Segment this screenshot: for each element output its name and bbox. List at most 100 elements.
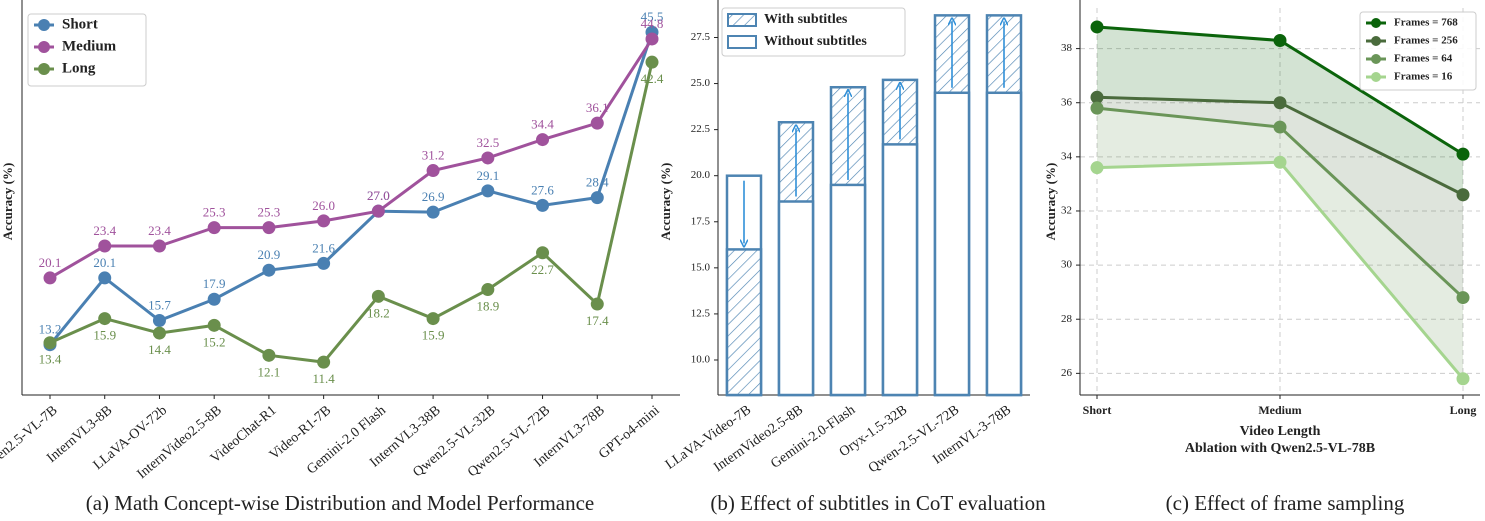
data-label: 15.7 [148,297,171,312]
data-point [98,271,112,285]
data-point [1273,120,1287,134]
data-point [426,312,440,326]
legend-marker [1371,54,1381,64]
legend-label: Short [62,16,98,32]
y-tick-label: 32 [1061,205,1072,217]
x-tick-label: Qwen2.5-VL-7B [0,403,61,476]
legend-label: Without subtitles [764,34,867,49]
y-tick-label: 28 [1061,313,1073,325]
data-label: 17.9 [203,276,226,291]
x-tick-label: Medium [1258,403,1301,417]
data-point [1273,33,1287,47]
x-tick-label: Qwen-2.5-VL-72B [866,403,962,477]
data-point [1273,96,1287,110]
data-label: 31.2 [422,148,445,163]
data-label: 44.8 [641,16,664,31]
data-label: 25.3 [203,205,226,220]
data-label: 29.1 [476,168,499,183]
legend-marker [38,19,50,31]
data-label: 11.4 [312,371,335,386]
data-label: 15.9 [422,328,445,343]
legend-label: Frames = 768 [1394,17,1458,29]
data-point [262,263,276,277]
data-point [98,312,112,326]
x-axis-label: Video Length [1240,424,1321,439]
x-tick-label: Long [1450,403,1477,417]
data-label: 12.1 [258,364,281,379]
data-point [371,204,385,218]
legend-label: With subtitles [764,12,848,27]
bar [933,91,971,397]
legend-label: Medium [62,38,117,54]
data-point [426,164,440,178]
y-tick-label: 12.5 [691,307,711,319]
data-point [1090,20,1104,34]
data-point [371,289,385,303]
legend-box [1359,11,1477,91]
y-tick-label: 26 [1061,367,1073,379]
bar [881,143,919,397]
data-point [152,314,166,328]
data-label: 26.0 [312,198,335,213]
data-label: 15.9 [93,328,116,343]
y-tick-label: 22.5 [691,123,711,135]
data-point [1456,291,1470,305]
x-tick-label: Short [1083,403,1112,417]
data-label: 15.2 [203,334,226,349]
legend-box [721,7,906,57]
series-line [49,61,654,364]
data-label: 28.4 [586,175,609,190]
data-label: 20.9 [258,247,281,262]
data-point [98,239,112,253]
data-point [152,326,166,340]
legend-marker [38,41,50,53]
area-fill [1097,97,1463,298]
data-label: 17.4 [586,313,609,328]
data-point [426,205,440,219]
caption: (a) Math Concept-wise Distribution and M… [86,491,595,515]
y-tick-label: 27.5 [691,31,711,43]
series-line [49,38,654,280]
data-label: 27.0 [367,188,390,203]
y-tick-label: 36 [1061,96,1073,108]
data-label: 14.4 [148,342,171,357]
data-point [1090,101,1104,115]
data-label: 23.4 [148,223,171,238]
data-label: 25.3 [258,205,281,220]
data-point [43,271,57,285]
bar [725,248,763,397]
data-label: 34.4 [531,117,554,132]
data-label: 27.0 [367,188,390,203]
data-point [1273,155,1287,169]
data-point [1456,372,1470,386]
x-tick-label: LLaVA-Video-7B [663,403,754,473]
data-point [207,221,221,235]
legend-marker [1371,72,1381,82]
y-axis-label: Accuracy (%) [658,163,673,241]
data-point [317,256,331,270]
y-tick-label: 10.0 [691,354,711,366]
data-point [207,318,221,332]
legend-marker [38,63,50,75]
data-point [1456,147,1470,161]
y-tick-label: 38 [1061,42,1073,54]
data-point [536,133,550,147]
data-label: 18.2 [367,305,390,320]
area-fill [1097,26,1463,195]
data-point [262,221,276,235]
data-label: 27.6 [531,182,554,197]
data-point [481,184,495,198]
data-point [262,348,276,362]
data-label: 20.1 [39,255,62,270]
legend-label: Frames = 16 [1394,71,1453,83]
data-point [645,55,659,69]
y-tick-label: 17.5 [691,215,711,227]
data-point [645,32,659,46]
legend-marker [1371,18,1381,28]
y-tick-label: 30 [1061,259,1073,271]
bar [985,91,1023,397]
data-label: 45.5 [641,9,664,24]
bar [829,183,867,397]
data-point [481,151,495,165]
